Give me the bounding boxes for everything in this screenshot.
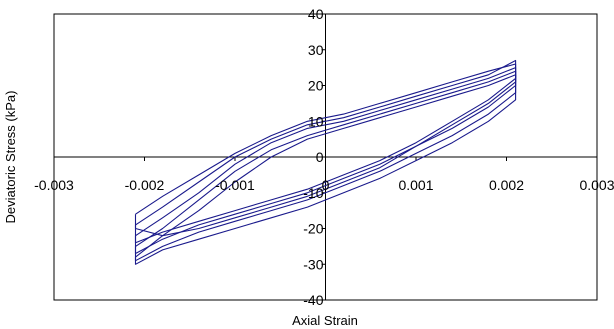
x-tick-label: -0.001 [215,177,255,193]
axes-layer [53,13,598,301]
x-tick-label: 0.003 [579,177,614,193]
y-tick-label: 40 [308,6,324,22]
series-layer [134,59,517,265]
x-tick-label: 0 [322,177,330,193]
series-loop-4 [134,74,517,265]
x-axis-title: Axial Strain [292,313,358,328]
y-tick-label: 0 [316,149,324,165]
y-tick-label: 20 [308,78,324,94]
y-tick-label: -20 [303,221,323,237]
series-loop-5 [134,63,517,237]
y-tick-label: 10 [308,113,324,129]
y-tick-label: -40 [303,292,323,308]
y-tick-label: 30 [308,42,324,58]
x-tick-label: -0.003 [34,177,74,193]
y-tick-label: -10 [303,185,323,201]
x-tick-label: -0.002 [125,177,165,193]
y-axis-title: Deviatoric Stress (kPa) [3,91,18,224]
x-tick-label: 0.001 [398,177,433,193]
x-tick-label: 0.002 [489,177,524,193]
y-tick-label: -30 [303,256,323,272]
